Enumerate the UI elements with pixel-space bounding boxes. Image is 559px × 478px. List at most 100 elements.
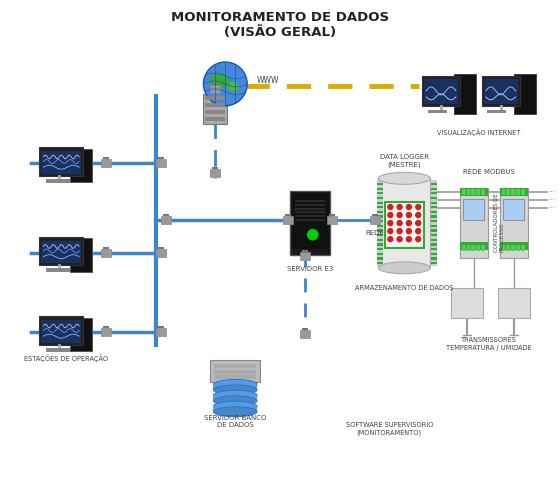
Circle shape: [416, 221, 421, 226]
Bar: [158, 326, 164, 328]
Bar: [158, 157, 164, 160]
Bar: [300, 330, 310, 338]
Bar: [476, 245, 480, 251]
Bar: [103, 247, 109, 249]
Text: ESTAÇÕES DE OPERAÇÃO: ESTAÇÕES DE OPERAÇÃO: [24, 354, 108, 362]
Bar: [431, 202, 437, 204]
Text: ···: ···: [548, 205, 555, 211]
Bar: [377, 257, 383, 260]
Bar: [431, 197, 437, 199]
Ellipse shape: [214, 407, 257, 417]
Bar: [511, 245, 515, 251]
Bar: [377, 225, 383, 227]
Bar: [460, 242, 488, 250]
Bar: [103, 326, 109, 328]
Bar: [431, 234, 437, 236]
Text: SOFTWARE SUPERVISÓRIO
(MONITORAMENTO): SOFTWARE SUPERVISÓRIO (MONITORAMENTO): [345, 422, 433, 436]
Text: TRANSMISSORES
TEMPERATURA / UMIDADE: TRANSMISSORES TEMPERATURA / UMIDADE: [446, 337, 532, 351]
Bar: [292, 249, 328, 254]
Circle shape: [406, 228, 411, 234]
Circle shape: [406, 205, 411, 209]
Bar: [454, 74, 476, 114]
Text: ···: ···: [548, 189, 555, 196]
Bar: [460, 188, 488, 196]
Bar: [210, 85, 220, 93]
Bar: [210, 169, 220, 177]
Bar: [431, 183, 437, 185]
Bar: [41, 152, 81, 174]
Bar: [431, 216, 437, 217]
Bar: [431, 239, 437, 241]
Bar: [378, 178, 430, 268]
Text: SERVIDOR E3: SERVIDOR E3: [287, 266, 333, 272]
Bar: [377, 187, 383, 190]
Text: ···: ···: [548, 197, 555, 203]
Bar: [377, 197, 383, 199]
Bar: [206, 110, 225, 114]
Bar: [500, 188, 528, 196]
Bar: [462, 189, 466, 195]
Circle shape: [388, 213, 393, 217]
Bar: [481, 245, 485, 251]
Bar: [500, 188, 528, 258]
Bar: [300, 252, 310, 260]
Bar: [422, 76, 460, 106]
Bar: [377, 262, 383, 264]
Bar: [431, 180, 437, 266]
Bar: [431, 243, 437, 246]
Bar: [214, 406, 257, 412]
Text: WWW: WWW: [257, 76, 280, 86]
Bar: [462, 245, 466, 251]
Bar: [506, 245, 510, 251]
Bar: [163, 214, 169, 216]
Circle shape: [416, 205, 421, 209]
Ellipse shape: [214, 402, 257, 411]
Bar: [160, 216, 170, 224]
Bar: [212, 83, 219, 85]
Bar: [377, 202, 383, 204]
Circle shape: [406, 213, 411, 217]
Bar: [484, 79, 518, 104]
Bar: [215, 370, 256, 374]
Bar: [101, 160, 111, 167]
Bar: [46, 179, 70, 183]
Bar: [377, 192, 383, 195]
Bar: [471, 189, 475, 195]
Bar: [377, 229, 383, 232]
Bar: [214, 384, 257, 390]
Circle shape: [406, 221, 411, 226]
Circle shape: [416, 228, 421, 234]
Bar: [460, 188, 488, 258]
Circle shape: [397, 213, 402, 217]
Text: CONTROLADORES DE
PROCESSO: CONTROLADORES DE PROCESSO: [494, 194, 505, 252]
Bar: [295, 200, 325, 202]
Bar: [210, 360, 260, 382]
Circle shape: [397, 228, 402, 234]
Bar: [521, 245, 524, 251]
Circle shape: [416, 213, 421, 217]
Circle shape: [397, 221, 402, 226]
Bar: [295, 211, 325, 213]
Text: VISUALIZAÇÃO INTERNET: VISUALIZAÇÃO INTERNET: [437, 129, 520, 136]
Bar: [467, 189, 471, 195]
Bar: [471, 245, 475, 251]
Bar: [103, 157, 109, 160]
Bar: [39, 237, 83, 265]
Bar: [326, 216, 337, 224]
Bar: [500, 242, 528, 250]
Bar: [302, 250, 308, 252]
Text: (VISÃO GERAL): (VISÃO GERAL): [224, 26, 336, 39]
Ellipse shape: [378, 262, 430, 274]
Circle shape: [406, 237, 411, 242]
Bar: [41, 320, 81, 343]
Bar: [514, 74, 536, 114]
Circle shape: [416, 237, 421, 242]
Text: REDE MODBUS: REDE MODBUS: [463, 169, 515, 175]
Bar: [283, 216, 293, 224]
Text: SERVIDOR BANCO
DE DADOS: SERVIDOR BANCO DE DADOS: [204, 415, 267, 428]
Bar: [431, 187, 437, 190]
Bar: [431, 257, 437, 260]
Bar: [215, 375, 256, 379]
Bar: [206, 96, 225, 100]
Bar: [377, 180, 383, 266]
